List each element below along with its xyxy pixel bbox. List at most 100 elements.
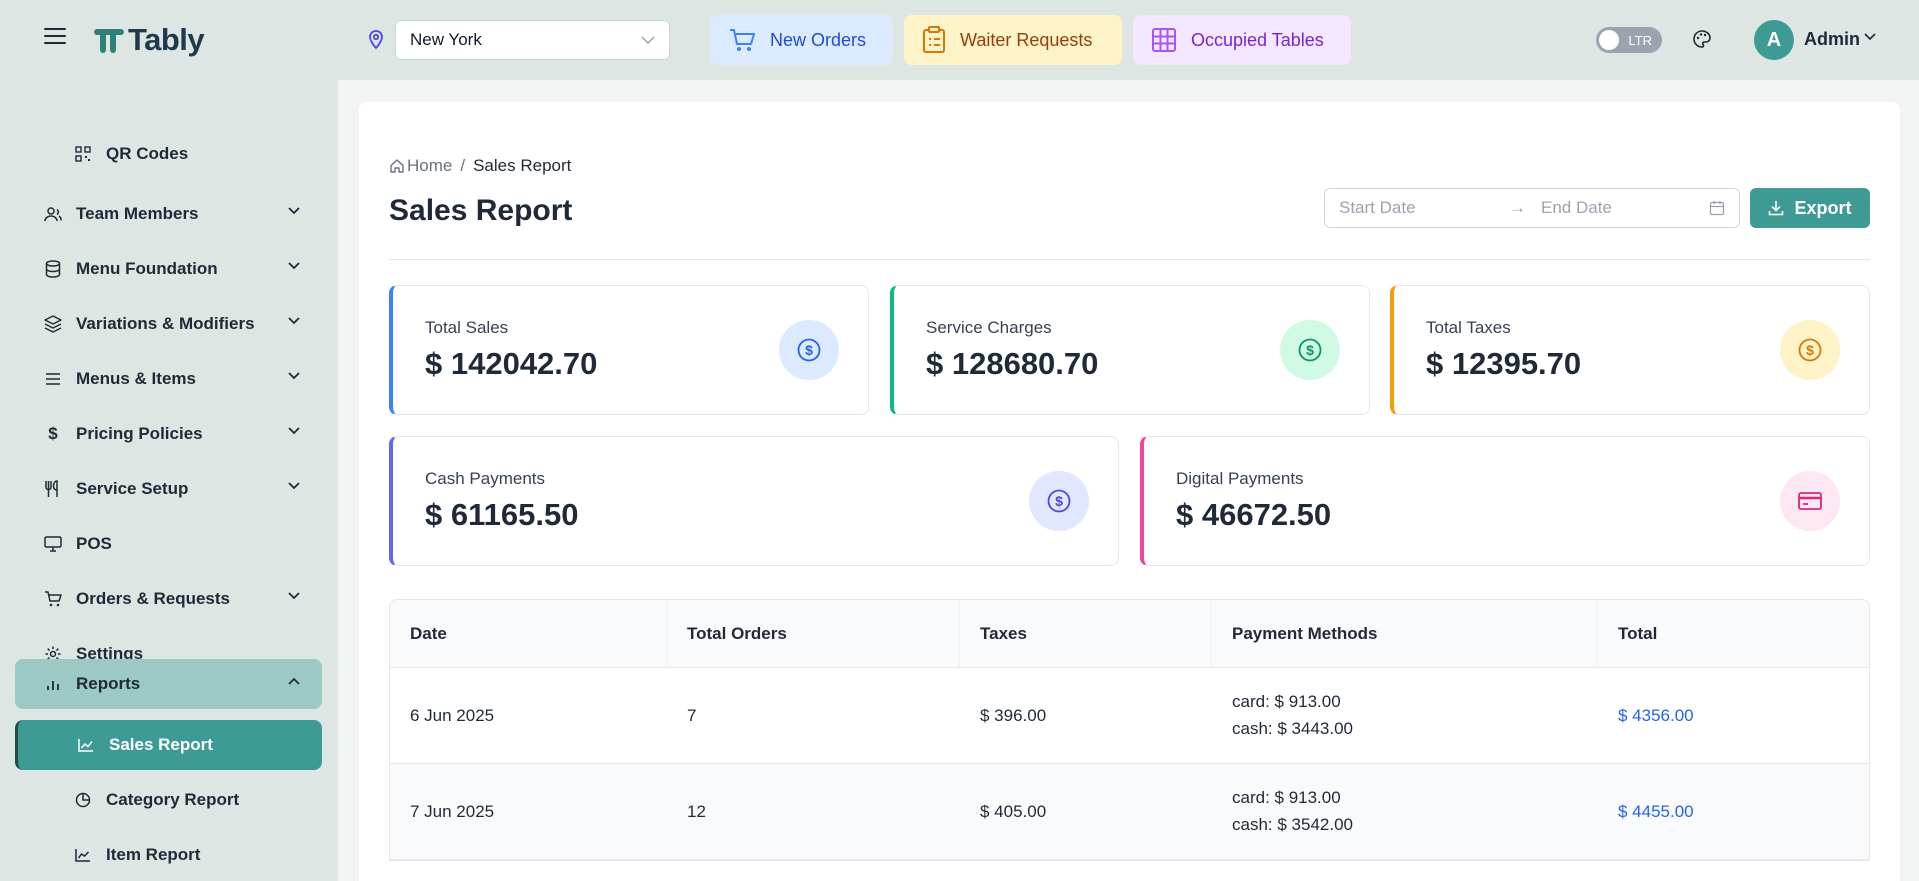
sidebar-item-qr-codes[interactable]: QR Codes [15,129,322,179]
avatar[interactable]: A [1754,20,1794,60]
svg-text:$: $ [1306,342,1314,358]
sidebar-item-label: Reports [76,674,141,693]
table-row[interactable]: 7 Jun 2025 12 $ 405.00 card: $ 913.00 ca… [390,764,1869,860]
user-name[interactable]: Admin [1804,29,1860,49]
cart-icon [730,29,755,51]
sidebar-item-sales-report[interactable]: Sales Report [15,720,322,770]
clipboard-icon [923,26,945,53]
new-orders-button[interactable]: New Orders [710,15,893,65]
sidebar-item-label: Sales Report [109,735,213,754]
sidebar-item-item-report[interactable]: Item Report [15,830,322,880]
users-icon [44,205,62,223]
stat-value: $ 46672.50 [1176,497,1332,532]
cell-orders: 12 [687,801,706,821]
sidebar-item-label: Variations & Modifiers [76,314,255,333]
sidebar-item-settings[interactable]: Settings [15,629,322,679]
hamburger-menu-icon[interactable] [44,28,66,46]
export-button[interactable]: Export [1750,188,1870,228]
stat-label: Total Sales [425,318,509,337]
column-header-date[interactable]: Date [390,600,667,667]
date-range-picker[interactable]: Start Date → End Date [1324,188,1740,228]
location-pin-icon [369,30,383,50]
column-header-total[interactable]: Total [1618,623,1658,643]
sidebar-item-label: Pricing Policies [76,424,203,443]
utensils-icon [44,480,62,498]
main-content: Home / Sales Report Sales Report Start D… [338,80,1919,881]
sidebar-item-pos[interactable]: POS [15,519,322,569]
top-bar: Tably New York New Orders Waiter Request… [0,0,1919,80]
direction-label: LTR [1628,32,1652,48]
breadcrumb-current: Sales Report [473,156,572,175]
stat-value: $ 142042.70 [425,346,598,381]
palette-icon[interactable] [1692,29,1712,49]
end-date-input[interactable]: End Date [1541,198,1612,217]
sales-table: Date Total Orders Taxes Payment Methods … [389,599,1870,861]
chevron-up-icon [288,677,300,685]
dollar-icon: $ [48,424,58,443]
sidebar-item-label: Team Members [76,204,199,223]
chevron-down-icon [641,36,655,45]
cell-orders: 7 [687,705,697,725]
app-logo[interactable]: Tably [92,22,205,58]
download-icon [1769,201,1784,216]
column-header-payment-methods[interactable]: Payment Methods [1212,600,1598,667]
location-select[interactable]: New York [395,20,670,60]
waiter-requests-label: Waiter Requests [960,29,1093,50]
chevron-down-icon [288,207,300,215]
home-icon[interactable] [389,158,405,174]
cell-taxes: $ 396.00 [980,705,1047,725]
stat-card-total-sales: Total Sales $ 142042.70 $ [389,285,869,415]
cell-date: 6 Jun 2025 [410,705,495,725]
svg-text:$: $ [805,342,813,358]
payment-card: card: $ 913.00 [1232,788,1341,807]
toggle-knob [1599,30,1619,50]
qr-code-icon [74,145,92,163]
cart-icon [44,590,62,608]
sidebar-item-label: Item Report [106,845,201,864]
stat-value: $ 128680.70 [926,346,1099,381]
calendar-icon [1709,201,1725,216]
start-date-input[interactable]: Start Date [1339,198,1416,217]
dollar-circle-icon: $ [1280,320,1340,380]
gear-icon [44,645,62,663]
chevron-down-icon [288,482,300,490]
breadcrumb-home[interactable]: Home [407,156,453,175]
sidebar-item-menu-foundation[interactable]: Menu Foundation [15,244,322,294]
app-name: Tably [128,22,205,57]
sidebar-item-category-report[interactable]: Category Report [15,775,322,825]
chevron-down-icon[interactable] [1864,33,1876,41]
stat-card-cash-payments: Cash Payments $ 61165.50 $ [389,436,1119,566]
chevron-down-icon [288,427,300,435]
sidebar-item-pricing-policies[interactable]: $ Pricing Policies [15,409,322,459]
column-header-total-orders[interactable]: Total Orders [667,600,960,667]
stat-label: Service Charges [926,318,1052,337]
waiter-requests-button[interactable]: Waiter Requests [904,15,1122,65]
sidebar-item-service-setup[interactable]: Service Setup [15,464,322,514]
new-orders-label: New Orders [770,29,867,50]
breadcrumb: Home / Sales Report [389,156,571,176]
stat-card-digital-payments: Digital Payments $ 46672.50 [1140,436,1870,566]
cell-total[interactable]: $ 4356.00 [1618,705,1694,725]
grid-table-icon [1152,28,1176,52]
column-header-taxes[interactable]: Taxes [960,600,1212,667]
stat-value: $ 61165.50 [425,497,579,532]
table-header: Date Total Orders Taxes Payment Methods … [390,600,1869,668]
table-row[interactable]: 6 Jun 2025 7 $ 396.00 card: $ 913.00 cas… [390,668,1869,764]
sidebar-item-team-members[interactable]: Team Members [15,189,322,239]
monitor-icon [44,535,62,553]
stat-label: Digital Payments [1176,469,1304,488]
cell-date: 7 Jun 2025 [410,801,495,821]
sidebar-item-reports[interactable]: Reports [15,659,322,709]
direction-toggle[interactable]: LTR [1596,27,1662,53]
sidebar-item-label: QR Codes [106,144,189,163]
cell-total[interactable]: $ 4455.00 [1618,801,1694,821]
sidebar-item-menus-items[interactable]: Menus & Items [15,354,322,404]
chevron-down-icon [288,317,300,325]
occupied-tables-label: Occupied Tables [1191,29,1324,50]
sidebar-item-orders-requests[interactable]: Orders & Requests [15,574,322,624]
list-icon [44,370,62,388]
occupied-tables-button[interactable]: Occupied Tables [1133,15,1351,65]
sidebar-item-variations-modifiers[interactable]: Variations & Modifiers [15,299,322,349]
sidebar-item-label: Menu Foundation [76,259,218,278]
sidebar-item-label: Service Setup [76,479,189,498]
